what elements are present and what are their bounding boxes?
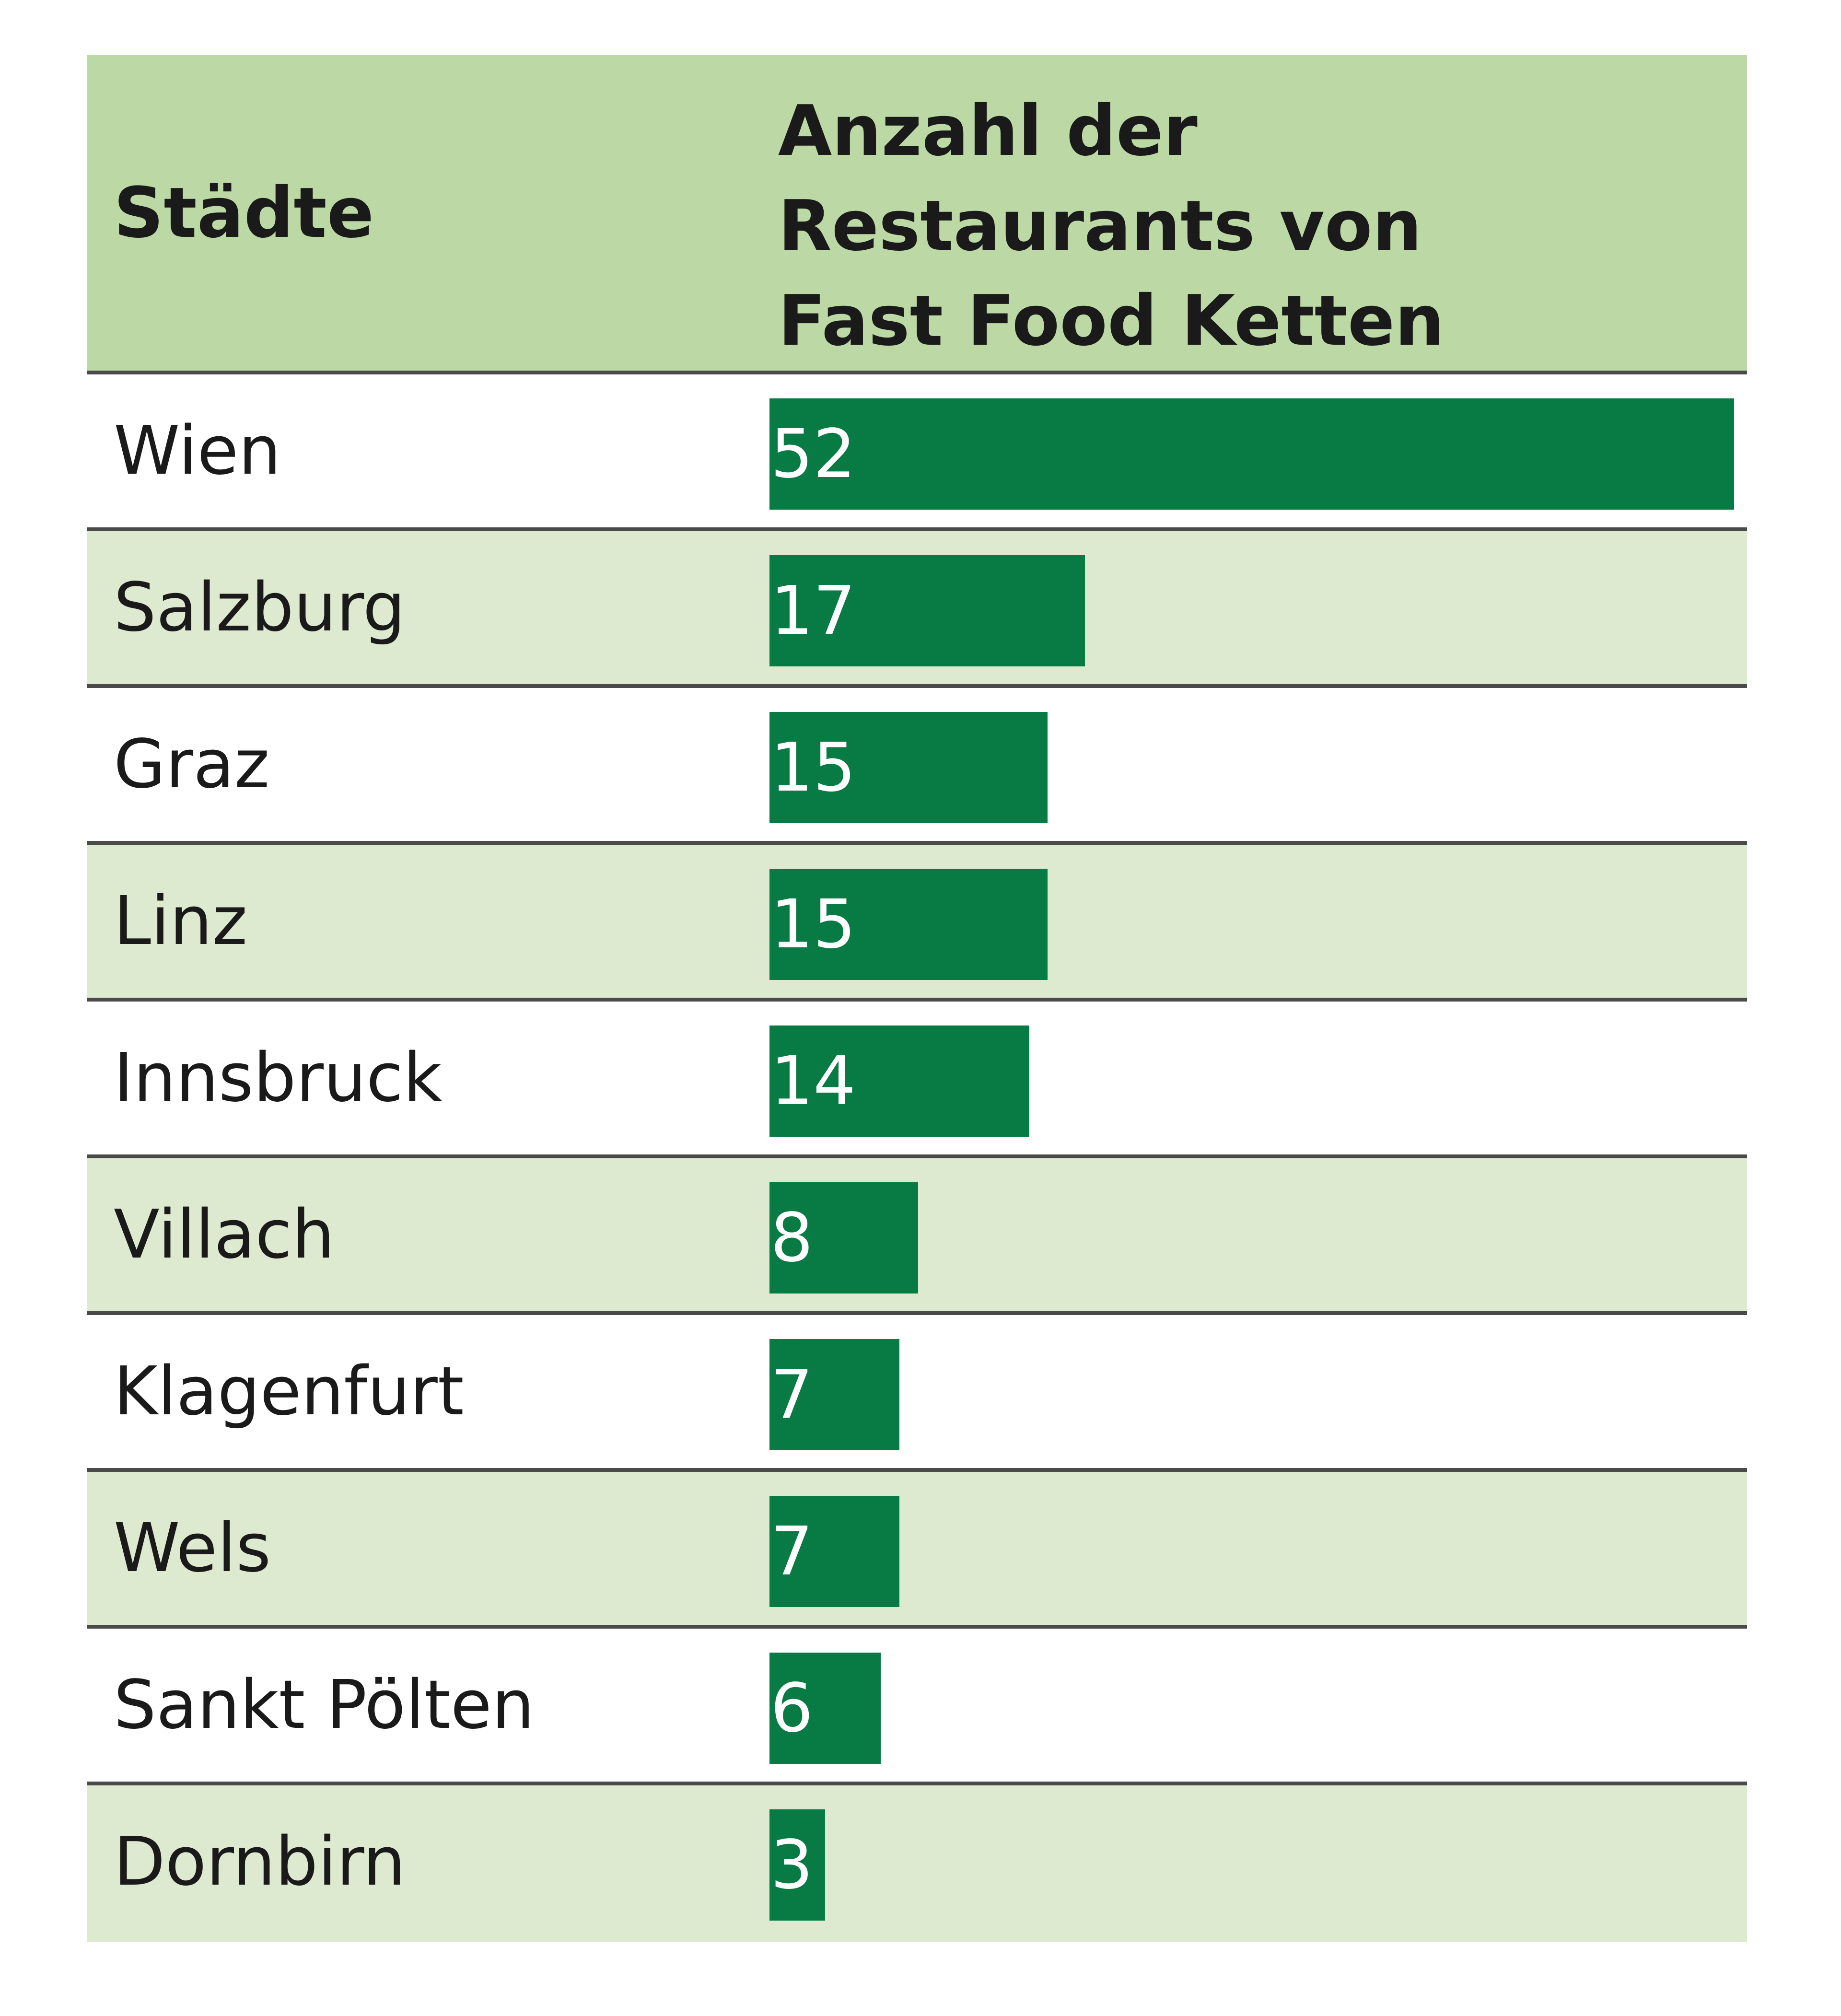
header-cities: Städte	[114, 172, 374, 254]
city-label: Villach	[114, 1196, 335, 1274]
header-count-line-3: Fast Food Ketten	[778, 280, 1445, 361]
table-row: Klagenfurt 7	[87, 1315, 1747, 1472]
header-count-line-1: Anzahl der	[778, 91, 1198, 172]
table-row: Sankt Pölten 6	[87, 1629, 1747, 1785]
bar	[769, 1339, 899, 1450]
bar-table: Städte Anzahl der Restaurants von Fast F…	[87, 55, 1747, 1942]
bar	[769, 869, 1048, 980]
bar-value-label: 52	[770, 415, 856, 493]
city-label: Salzburg	[114, 569, 406, 647]
city-label: Dornbirn	[114, 1823, 406, 1901]
table-body: Wien 52 Salzburg 17 Graz 15 Linz 15 Innsbruck 14 V…	[87, 374, 1747, 1942]
bar-value-label: 3	[770, 1826, 814, 1904]
bar-value-label: 7	[770, 1355, 814, 1434]
table-row: Villach 8	[87, 1158, 1747, 1315]
bar	[769, 1653, 881, 1764]
city-label: Wien	[114, 412, 281, 490]
table-row: Dornbirn 3	[87, 1785, 1747, 1942]
table-header: Städte Anzahl der Restaurants von Fast F…	[87, 55, 1747, 374]
city-label: Wels	[114, 1509, 271, 1587]
bar	[769, 1025, 1029, 1137]
city-label: Sankt Pölten	[114, 1666, 535, 1744]
bar-value-label: 15	[770, 728, 856, 807]
table-row: Linz 15	[87, 845, 1747, 1002]
bar	[769, 1496, 899, 1607]
city-label: Graz	[114, 725, 270, 804]
bar	[769, 555, 1085, 666]
bar-value-label: 8	[770, 1199, 814, 1277]
bar-value-label: 7	[770, 1512, 814, 1591]
table-row: Wien 52	[87, 374, 1747, 531]
bar-value-label: 15	[770, 885, 856, 964]
table-row: Wels 7	[87, 1472, 1747, 1629]
header-count: Anzahl der Restaurants von Fast Food Ket…	[778, 84, 1689, 369]
bar	[769, 398, 1734, 510]
city-label: Klagenfurt	[114, 1352, 464, 1431]
bar	[769, 1182, 918, 1294]
bar-value-label: 14	[770, 1042, 856, 1120]
bar	[769, 1809, 825, 1921]
header-count-line-2: Restaurants von	[778, 186, 1422, 267]
bar-value-label: 17	[770, 571, 856, 650]
city-label: Innsbruck	[114, 1039, 442, 1117]
bar	[769, 712, 1048, 823]
city-label: Linz	[114, 882, 248, 960]
bar-value-label: 6	[770, 1669, 814, 1748]
table-row: Salzburg 17	[87, 531, 1747, 688]
table-row: Graz 15	[87, 688, 1747, 845]
table-row: Innsbruck 14	[87, 1002, 1747, 1158]
